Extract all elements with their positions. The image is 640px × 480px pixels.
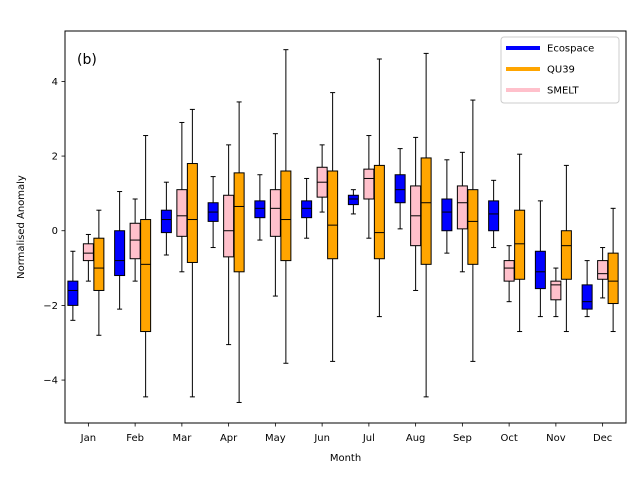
box-body bbox=[233, 172, 245, 273]
box-body bbox=[223, 194, 235, 258]
box-ecospace-sep bbox=[441, 159, 453, 254]
box-body bbox=[456, 185, 468, 230]
box-body bbox=[607, 252, 619, 305]
y-tick-label: 2 bbox=[52, 152, 58, 163]
box-body bbox=[560, 230, 572, 280]
box-ecospace-jan bbox=[67, 250, 79, 321]
x-tick-label: May bbox=[265, 433, 286, 444]
box-qu39-oct bbox=[514, 153, 526, 333]
y-tick-label: 4 bbox=[52, 77, 58, 88]
box-body bbox=[254, 200, 266, 219]
y-tick-label: −2 bbox=[43, 301, 58, 312]
box-body bbox=[503, 260, 515, 282]
box-qu39-apr bbox=[233, 101, 245, 403]
box-body bbox=[140, 219, 152, 333]
box-qu39-mar bbox=[186, 108, 198, 398]
panel-label: (b) bbox=[77, 52, 97, 68]
box-qu39-may bbox=[280, 49, 292, 364]
box-body bbox=[160, 209, 172, 234]
box-body bbox=[534, 250, 546, 290]
box-ecospace-aug bbox=[394, 148, 406, 230]
x-tick-label: Nov bbox=[546, 433, 566, 444]
box-qu39-jul bbox=[373, 58, 385, 318]
box-ecospace-dec bbox=[581, 260, 593, 318]
box-ecospace-nov bbox=[534, 200, 546, 318]
x-tick-label: Oct bbox=[500, 433, 517, 444]
x-tick-label: Feb bbox=[126, 433, 144, 444]
legend: Ecospace QU39 SMELT bbox=[500, 36, 620, 104]
box-qu39-aug bbox=[420, 52, 432, 398]
box-ecospace-feb bbox=[114, 191, 126, 310]
box-qu39-feb bbox=[140, 135, 152, 398]
x-tick-label: Sep bbox=[453, 433, 472, 444]
box-ecospace-apr bbox=[207, 176, 219, 249]
box-smelt-jan bbox=[82, 233, 94, 282]
box-qu39-nov bbox=[560, 164, 572, 333]
x-tick-label: Jan bbox=[80, 433, 96, 444]
box-smelt-apr bbox=[223, 144, 235, 346]
box-body bbox=[467, 189, 479, 265]
box-body bbox=[280, 170, 292, 262]
x-tick-label: Mar bbox=[172, 433, 192, 444]
y-axis: −4 −2 0 2 4 bbox=[43, 77, 65, 387]
box-body bbox=[186, 163, 198, 263]
x-tick-label: Aug bbox=[406, 433, 426, 444]
y-tick-label: −4 bbox=[43, 376, 58, 387]
box-body bbox=[394, 174, 406, 204]
x-tick-label: Apr bbox=[220, 433, 238, 444]
box-body bbox=[488, 200, 500, 232]
box-body bbox=[347, 194, 359, 206]
y-axis-label: Normalised Anomaly bbox=[16, 175, 27, 279]
y-tick-label: 0 bbox=[52, 226, 58, 237]
box-body bbox=[176, 189, 188, 237]
box-body bbox=[420, 157, 432, 265]
box-body bbox=[441, 198, 453, 232]
x-tick-label: Dec bbox=[593, 433, 612, 444]
box-body bbox=[373, 164, 385, 260]
box-ecospace-may bbox=[254, 174, 266, 241]
box-body bbox=[550, 280, 562, 301]
plot-area bbox=[67, 49, 619, 403]
box-body bbox=[327, 170, 339, 260]
box-body bbox=[514, 209, 526, 280]
box-smelt-dec bbox=[597, 247, 609, 299]
x-tick-label: Jun bbox=[313, 433, 330, 444]
box-ecospace-jun bbox=[301, 177, 313, 239]
box-ecospace-jul bbox=[347, 189, 359, 215]
box-ecospace-mar bbox=[160, 181, 172, 256]
box-ecospace-oct bbox=[488, 179, 500, 249]
x-axis: Jan Feb Mar Apr May Jun Jul Aug Sep Oct Nov Dec bbox=[80, 423, 612, 444]
box-body bbox=[581, 284, 593, 310]
x-axis-label: Month bbox=[330, 453, 361, 464]
box-body bbox=[597, 260, 609, 280]
box-body bbox=[129, 222, 141, 260]
box-qu39-dec bbox=[607, 207, 619, 333]
box-body bbox=[67, 280, 79, 306]
box-smelt-nov bbox=[550, 267, 562, 318]
box-body bbox=[114, 230, 126, 277]
box-qu39-jun bbox=[327, 92, 339, 362]
box-qu39-jan bbox=[93, 209, 105, 336]
box-body bbox=[93, 237, 105, 291]
legend-label-smelt: SMELT bbox=[547, 86, 579, 97]
axes-frame bbox=[64, 30, 627, 424]
box-qu39-sep bbox=[467, 99, 479, 362]
legend-label-ecospace: Ecospace bbox=[547, 44, 594, 55]
legend-frame bbox=[500, 36, 620, 104]
box-body bbox=[301, 200, 313, 219]
box-body bbox=[363, 168, 375, 200]
box-body bbox=[82, 243, 94, 262]
legend-label-qu39: QU39 bbox=[547, 65, 575, 76]
box-smelt-jul bbox=[363, 135, 375, 239]
box-body bbox=[269, 189, 281, 237]
x-tick-label: Jul bbox=[362, 433, 375, 444]
